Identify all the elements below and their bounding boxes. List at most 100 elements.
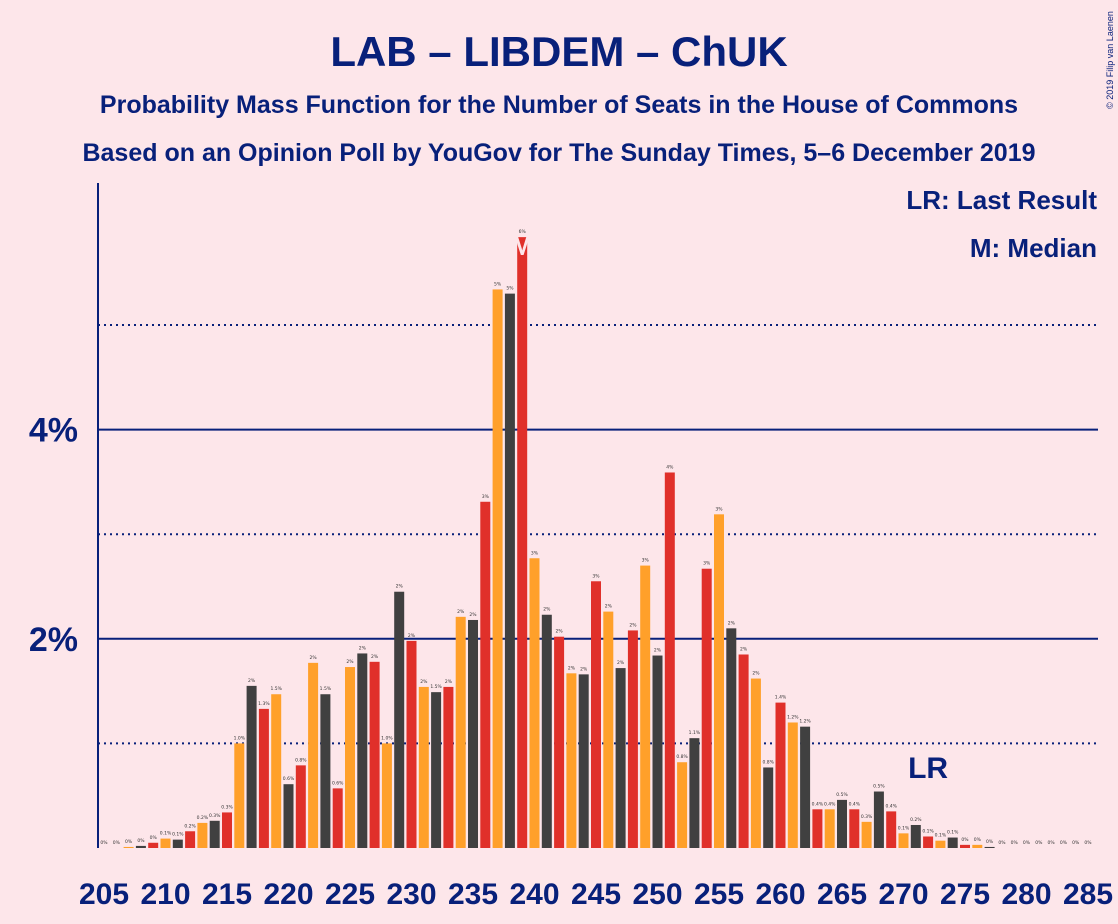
bar [529,558,540,848]
bar [787,722,798,848]
bar-value-label: 0.6% [332,780,344,786]
bar [504,293,515,848]
bar [197,822,208,848]
bar-value-label: 2% [469,612,477,618]
value-labels: 0% 0% 0% 0%0%0.1% 0.1%0.2%0.2% 0.3%0.3%1.0%2%… [100,229,1092,846]
y-tick-label: 2% [29,621,78,659]
bar [246,685,257,848]
bar-value-label: 2% [396,584,404,590]
bar-value-label: 0.5% [836,792,848,798]
bar [824,809,835,848]
bar [234,743,245,848]
bar-value-label: 0.3% [221,804,233,810]
bar [603,611,614,848]
x-tick-label: 240 [509,878,559,911]
markers: M LR [511,231,948,785]
bar [345,667,355,848]
bar [480,501,491,848]
bar-value-label: 0.3% [861,814,873,820]
bar-value-label: 0.2% [197,815,209,821]
bar-value-label: 2% [728,620,736,626]
y-tick-labels: 2% 4% [29,412,78,659]
bar-value-label: 0% [100,840,108,846]
bar-value-label: 0.8% [676,754,688,760]
bar [320,694,331,848]
bars [123,237,995,849]
bar-value-label: 0.1% [172,832,184,838]
bar-value-label: 1.4% [775,695,787,701]
bar-value-label: 0% [113,840,121,846]
bar-value-label: 6% [519,229,527,235]
bar-value-label: 0.8% [762,759,774,765]
x-tick-label: 260 [755,878,805,911]
y-tick-label: 4% [29,412,78,450]
bar-value-label: 1.0% [381,735,393,741]
bar [209,820,220,848]
bar-value-label: 0.4% [812,801,824,807]
bar [591,581,601,848]
bar [837,799,847,848]
x-tick-labels: 205 210 215 220 225 230 235 240 245 250 255 260 265 2… [79,878,1113,911]
legend-median: M: Median [970,233,1097,263]
bar-value-label: 1.1% [689,730,701,736]
bar-value-label: 0% [1011,840,1019,846]
bar [123,846,134,848]
bar-value-label: 0% [1035,840,1043,846]
bar-value-label: 4% [666,464,674,470]
bar-value-label: 3% [592,573,600,579]
chart-subtitle-1: Probability Mass Function for the Number… [100,91,1018,119]
bar-value-label: 2% [740,646,748,652]
x-tick-label: 235 [448,878,498,911]
legend-last-result: LR: Last Result [906,185,1097,215]
bar [972,844,983,848]
bar [726,628,737,848]
bar-value-label: 1.5% [320,686,332,692]
bar [258,708,269,848]
bar-value-label: 5% [506,286,514,292]
bar-value-label: 0.1% [898,825,910,831]
bar [984,846,995,848]
bar-value-label: 1.2% [799,719,811,725]
bar-value-label: 1.5% [430,684,442,690]
bar-value-label: 0.1% [160,831,172,837]
x-tick-label: 265 [817,878,867,911]
bar-value-label: 0.4% [885,803,897,809]
x-tick-label: 270 [878,878,928,911]
bar-value-label: 3% [703,561,711,567]
x-tick-label: 255 [694,878,744,911]
bar [135,845,146,848]
bar [492,289,503,848]
x-tick-label: 205 [79,878,129,911]
bar [910,824,921,848]
bar [271,694,282,848]
bar-value-label: 0% [1072,840,1080,846]
bar-value-label: 2% [445,679,453,685]
bar [775,702,786,848]
bar [935,840,946,848]
bar-value-label: 1.3% [258,701,270,707]
bar [160,838,171,848]
bar-value-label: 2% [457,609,465,615]
copyright: © 2019 Filip van Laenen [1105,11,1115,109]
bar [443,686,454,848]
bar [750,678,761,848]
bar-value-label: 0% [998,840,1006,846]
bar-value-label: 2% [408,633,416,639]
bar [406,640,417,848]
bar-value-label: 0.5% [873,784,885,790]
bar [455,616,466,848]
bar-value-label: 0.4% [849,801,861,807]
bar-value-label: 2% [580,666,588,672]
bar [886,811,897,848]
bar [332,788,343,848]
bar [468,619,478,848]
bar-value-label: 0.2% [184,823,196,829]
bar-value-label: 2% [617,660,625,666]
bar-value-label: 0.8% [295,757,307,763]
bar-value-label: 0% [986,839,994,845]
bar [578,674,589,848]
last-result-marker: LR [908,752,948,785]
bar [627,630,638,848]
bar-value-label: 1.0% [234,735,246,741]
bar [947,837,958,848]
